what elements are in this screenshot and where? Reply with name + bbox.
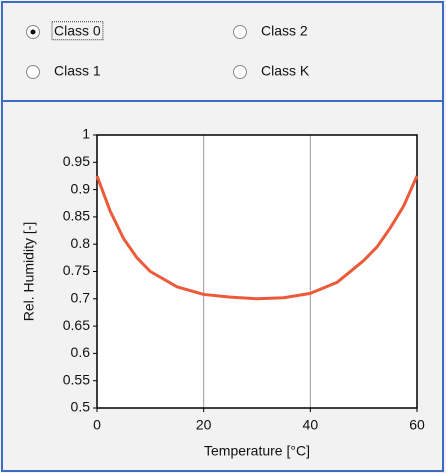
- radio-label[interactable]: Class K: [261, 63, 310, 79]
- radio-label[interactable]: Class 0: [54, 23, 101, 39]
- radio-label[interactable]: Class 1: [54, 63, 101, 79]
- x-tick-label: 40: [303, 417, 319, 433]
- radio-button[interactable]: [26, 65, 40, 79]
- y-tick-label: 0.5: [71, 399, 91, 415]
- x-tick-label: 60: [409, 417, 425, 433]
- radio-button[interactable]: [233, 65, 247, 79]
- focus-rect: [51, 21, 104, 41]
- x-tick-label: 0: [93, 417, 101, 433]
- y-tick-label: 0.8: [71, 235, 91, 251]
- y-tick-label: 0.55: [63, 371, 90, 387]
- plot-area: [97, 135, 417, 408]
- radio-dot: [30, 29, 36, 35]
- y-tick-label: 0.75: [63, 262, 90, 278]
- y-tick-label: 0.85: [63, 208, 90, 224]
- x-axis-label: Temperature [°C]: [204, 443, 310, 459]
- y-tick-label: 0.9: [71, 180, 91, 196]
- y-tick-label: 0.95: [63, 153, 90, 169]
- data-line: [95, 175, 419, 301]
- y-tick-label: 1: [82, 126, 90, 142]
- radio-label[interactable]: Class 2: [261, 23, 308, 39]
- y-axis-label: Rel. Humidity [-]: [21, 222, 37, 322]
- radio-button[interactable]: [233, 25, 247, 39]
- y-tick-label: 0.6: [71, 344, 91, 360]
- x-tick-label: 20: [196, 417, 212, 433]
- y-tick-label: 0.7: [71, 290, 91, 306]
- plot-border: [96, 134, 418, 409]
- y-tick-label: 0.65: [63, 317, 90, 333]
